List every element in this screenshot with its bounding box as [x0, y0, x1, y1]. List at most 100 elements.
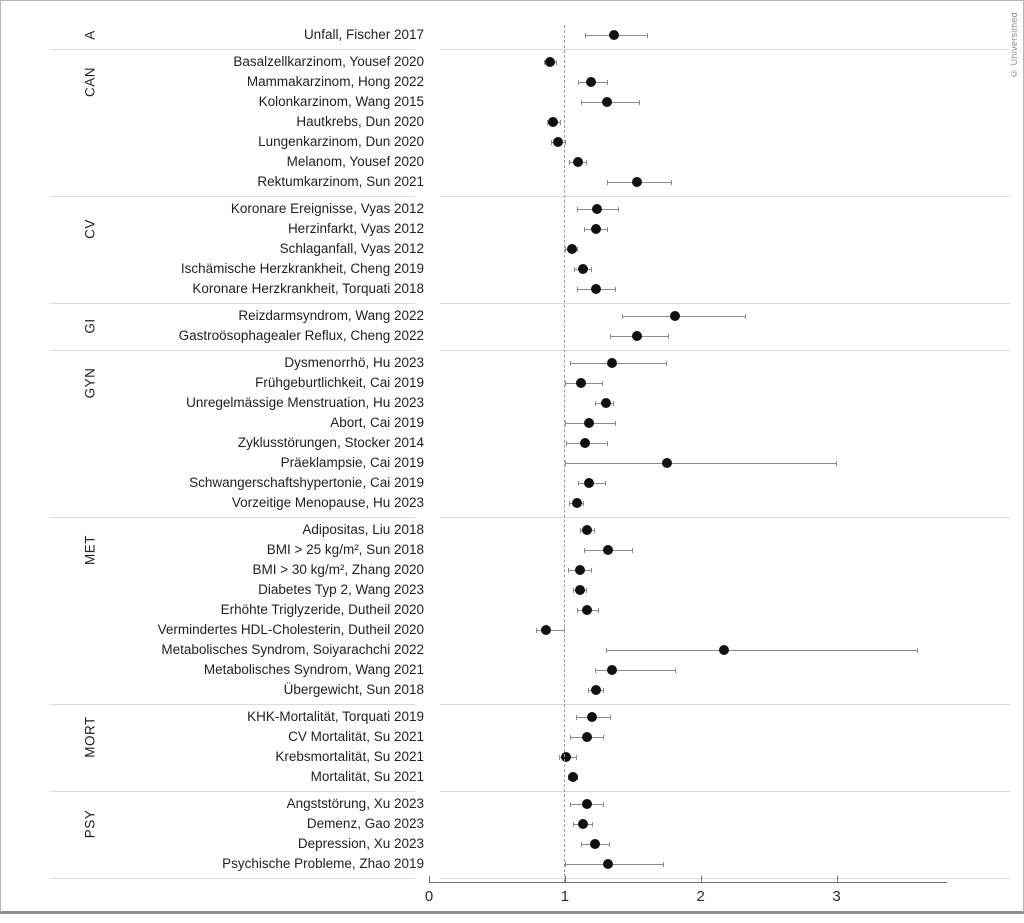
confidence-interval — [570, 362, 667, 364]
ci-cap-right — [615, 420, 617, 426]
group-separator — [440, 302, 1010, 304]
row-label: Metabolisches Syndrom, Wang 2021 — [203, 662, 424, 677]
ci-cap-right — [585, 159, 587, 165]
point-estimate-dot — [577, 819, 588, 829]
reference-line — [564, 25, 566, 882]
row-label: Diabetes Typ 2, Wang 2023 — [258, 582, 424, 597]
ci-cap-right — [618, 206, 620, 212]
ci-cap-left — [564, 861, 566, 867]
ci-cap-left — [581, 841, 583, 847]
ci-cap-right — [597, 607, 599, 613]
point-estimate-dot — [581, 799, 592, 809]
point-estimate-dot — [587, 712, 598, 722]
row-label: Vermindertes HDL-Cholesterin, Dutheil 20… — [157, 622, 424, 637]
row-label: Rektumkarzinom, Sun 2021 — [257, 174, 424, 189]
confidence-interval — [594, 669, 677, 671]
point-estimate-dot — [592, 204, 603, 214]
ci-cap-right — [646, 32, 648, 38]
row-label: Angststörung, Xu 2023 — [286, 796, 424, 811]
row-label: BMI > 25 kg/m², Sun 2018 — [266, 542, 424, 557]
ci-cap-right — [593, 527, 595, 533]
ci-cap-right — [607, 79, 609, 85]
ci-cap-right — [604, 480, 606, 486]
point-estimate-dot — [584, 418, 595, 428]
row-label: Übergewicht, Sun 2018 — [283, 682, 424, 697]
ci-cap-left — [570, 801, 572, 807]
row-label: Lungenkarzinom, Dun 2020 — [258, 134, 424, 149]
ci-cap-right — [592, 821, 594, 827]
row-label: Kolonkarzinom, Wang 2015 — [258, 94, 424, 109]
row-label: Schwangerschaftshypertonie, Cai 2019 — [189, 475, 424, 490]
point-estimate-dot — [574, 565, 585, 575]
ci-cap-right — [917, 647, 919, 653]
ci-cap-right — [577, 246, 579, 252]
group-separator — [50, 195, 415, 197]
ci-cap-left — [585, 32, 587, 38]
group-label-text: GYN — [82, 367, 98, 399]
x-axis-tick-label: 2 — [696, 888, 705, 905]
row-label: Hautkrebs, Dun 2020 — [296, 114, 424, 129]
ci-cap-left — [567, 567, 569, 573]
group-label-text: GI — [82, 318, 98, 334]
point-estimate-dot — [576, 378, 587, 388]
ci-cap-left — [583, 547, 585, 553]
point-estimate-dot — [581, 732, 592, 742]
group-separator — [50, 516, 415, 518]
ci-cap-right — [603, 687, 605, 693]
row-label: Erhöhte Triglyzeride, Dutheil 2020 — [220, 602, 424, 617]
ci-cap-left — [578, 79, 580, 85]
point-estimate-dot — [603, 545, 614, 555]
ci-cap-right — [675, 667, 677, 673]
ci-cap-left — [564, 380, 566, 386]
point-estimate-dot — [669, 311, 680, 321]
ci-cap-left — [551, 139, 553, 145]
point-estimate-dot — [580, 438, 591, 448]
ci-cap-left — [573, 587, 574, 593]
point-estimate-dot — [591, 685, 602, 695]
point-estimate-dot — [568, 772, 578, 782]
group-separator — [440, 195, 1010, 197]
group-label-text: MORT — [82, 716, 98, 758]
ci-cap-right — [565, 139, 567, 145]
ci-cap-right — [585, 587, 587, 593]
row-label: Psychische Probleme, Zhao 2019 — [222, 856, 424, 871]
ci-cap-right — [591, 266, 593, 272]
row-label: Ischämische Herzkrankheit, Cheng 2019 — [180, 261, 424, 276]
row-label: Depression, Xu 2023 — [297, 836, 424, 851]
ci-cap-right — [607, 440, 609, 446]
ci-cap-left — [606, 179, 608, 185]
row-label: Metabolisches Syndrom, Soiyarachchi 2022 — [161, 642, 424, 657]
ci-cap-right — [631, 547, 633, 553]
point-estimate-dot — [577, 264, 588, 274]
x-axis-tick — [700, 876, 702, 882]
x-axis-tick-label: 0 — [424, 888, 434, 905]
ci-cap-left — [577, 607, 579, 613]
row-label: Präeklampsie, Cai 2019 — [280, 455, 424, 470]
ci-cap-right — [576, 754, 578, 760]
row-label: Koronare Ereignisse, Vyas 2012 — [230, 201, 424, 216]
ci-cap-right — [607, 226, 609, 232]
ci-cap-left — [574, 266, 576, 272]
point-estimate-dot — [566, 244, 577, 254]
copyright-note: © Universimed — [1009, 12, 1019, 79]
point-estimate-dot — [581, 525, 592, 535]
group-label-text: MET — [82, 535, 98, 565]
ci-cap-right — [559, 119, 561, 125]
ci-cap-right — [612, 400, 614, 406]
row-label: Dysmenorrhö, Hu 2023 — [284, 355, 424, 370]
point-estimate-dot — [631, 177, 642, 187]
row-label: CV Mortalität, Su 2021 — [288, 729, 424, 744]
row-label: Melanom, Yousef 2020 — [286, 154, 424, 169]
group-separator — [440, 703, 1010, 705]
ci-cap-right — [608, 841, 610, 847]
ci-cap-left — [609, 333, 611, 339]
row-label: KHK-Mortalität, Torquati 2019 — [247, 709, 424, 724]
row-label: Koronare Herzkrankheit, Torquati 2018 — [192, 281, 424, 296]
point-estimate-dot — [585, 77, 596, 87]
point-estimate-dot — [547, 117, 558, 127]
ci-cap-left — [573, 821, 574, 827]
confidence-interval — [621, 315, 746, 317]
ci-cap-right — [638, 99, 640, 105]
ci-cap-left — [536, 627, 538, 633]
ci-cap-left — [583, 226, 585, 232]
